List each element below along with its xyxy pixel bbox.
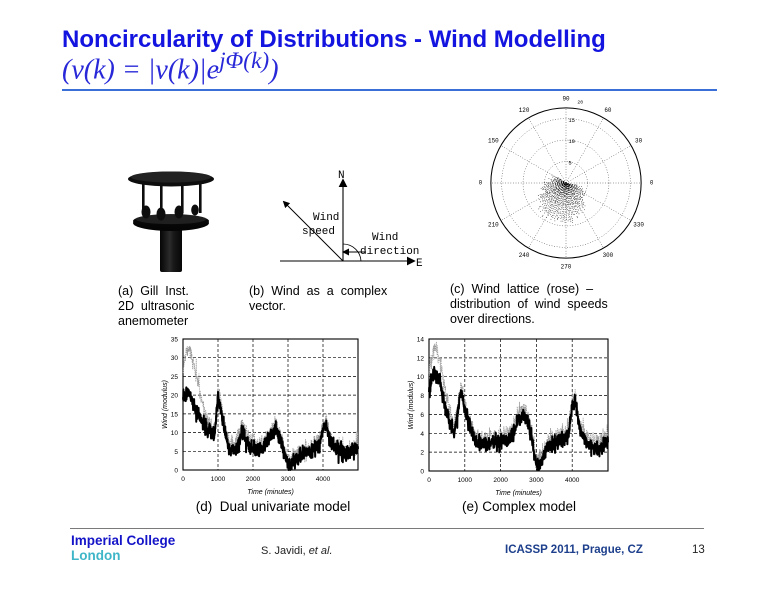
svg-text:14: 14 [417, 337, 425, 344]
svg-text:180: 180 [479, 180, 483, 187]
svg-text:0: 0 [420, 469, 424, 476]
svg-text:2: 2 [420, 450, 424, 457]
svg-text:12: 12 [417, 355, 425, 362]
svg-text:0: 0 [650, 180, 653, 187]
svg-text:Wind: Wind [372, 232, 398, 244]
svg-text:300: 300 [603, 252, 614, 259]
svg-text:4000: 4000 [565, 477, 580, 484]
svg-text:240: 240 [519, 252, 530, 259]
svg-text:0: 0 [427, 477, 431, 484]
svg-text:3000: 3000 [281, 476, 296, 483]
svg-text:4: 4 [420, 431, 424, 438]
svg-text:E: E [416, 258, 423, 270]
svg-text:30: 30 [635, 138, 643, 145]
svg-text:10: 10 [568, 138, 575, 145]
svg-text:Wind: Wind [313, 212, 339, 224]
svg-text:330: 330 [633, 221, 644, 228]
svg-text:30: 30 [171, 355, 179, 362]
svg-text:Time (minutes): Time (minutes) [495, 490, 542, 497]
svg-text:Wind (modulus): Wind (modulus) [162, 380, 169, 429]
svg-text:N: N [338, 170, 345, 182]
svg-text:15: 15 [171, 411, 179, 418]
svg-text:1000: 1000 [458, 477, 473, 484]
svg-text:60: 60 [604, 107, 612, 114]
svg-text:direction: direction [360, 246, 419, 258]
svg-text:10: 10 [171, 430, 179, 437]
svg-text:4000: 4000 [316, 476, 331, 483]
svg-text:3000: 3000 [529, 477, 544, 484]
svg-text:5: 5 [174, 449, 178, 456]
svg-text:2000: 2000 [246, 476, 261, 483]
svg-text:210: 210 [488, 221, 499, 228]
svg-text:2000: 2000 [493, 477, 508, 484]
svg-text:Time (minutes): Time (minutes) [247, 489, 294, 496]
svg-text:1000: 1000 [211, 476, 226, 483]
svg-text:speed: speed [302, 226, 335, 238]
svg-text:150: 150 [488, 138, 499, 145]
svg-text:8: 8 [420, 393, 424, 400]
svg-text:120: 120 [519, 107, 530, 114]
svg-text:10: 10 [417, 374, 425, 381]
svg-text:20: 20 [577, 100, 583, 106]
svg-text:5: 5 [568, 160, 571, 167]
svg-text:Wind (modulus): Wind (modulus) [408, 381, 415, 430]
svg-text:0: 0 [181, 476, 185, 483]
svg-text:0: 0 [174, 468, 178, 475]
svg-text:20: 20 [171, 393, 179, 400]
svg-text:25: 25 [171, 374, 179, 381]
svg-text:90: 90 [562, 96, 570, 103]
svg-text:6: 6 [420, 412, 424, 419]
svg-text:15: 15 [568, 117, 575, 124]
svg-text:35: 35 [171, 337, 179, 344]
svg-text:270: 270 [561, 263, 572, 270]
